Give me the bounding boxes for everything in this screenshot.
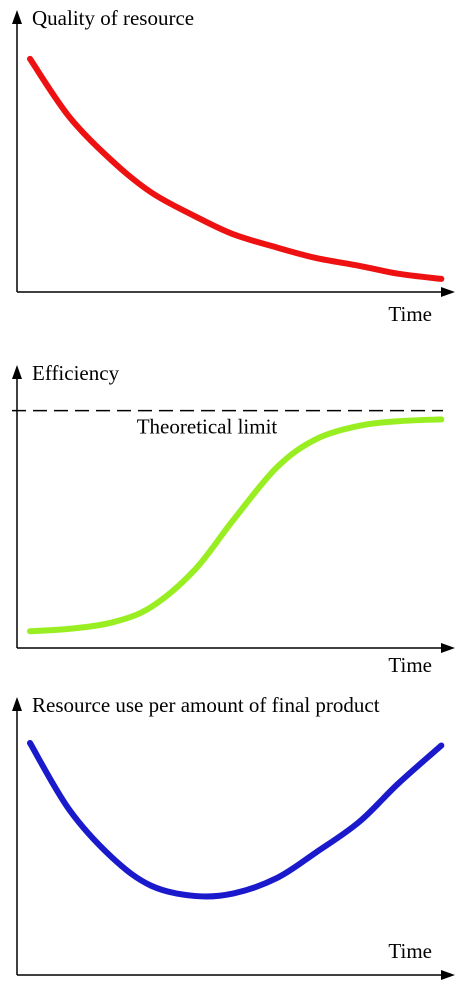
curve — [26, 416, 445, 635]
x-axis-arrow — [441, 287, 455, 297]
curve — [26, 55, 445, 282]
x-axis-label: Time — [388, 939, 432, 963]
y-axis-label: Quality of resource — [32, 6, 194, 30]
limit-label: Theoretical limit — [137, 414, 278, 438]
x-axis-label: Time — [388, 653, 432, 677]
y-axis-arrow — [12, 365, 22, 379]
x-axis-arrow — [441, 970, 455, 980]
y-axis-arrow — [12, 697, 22, 711]
y-axis-arrow — [12, 10, 22, 24]
x-axis-arrow — [441, 643, 455, 653]
x-axis-label: Time — [388, 302, 432, 326]
y-axis-label: Resource use per amount of final product — [32, 693, 380, 717]
curve — [26, 739, 445, 900]
y-axis-label: Efficiency — [32, 361, 120, 385]
